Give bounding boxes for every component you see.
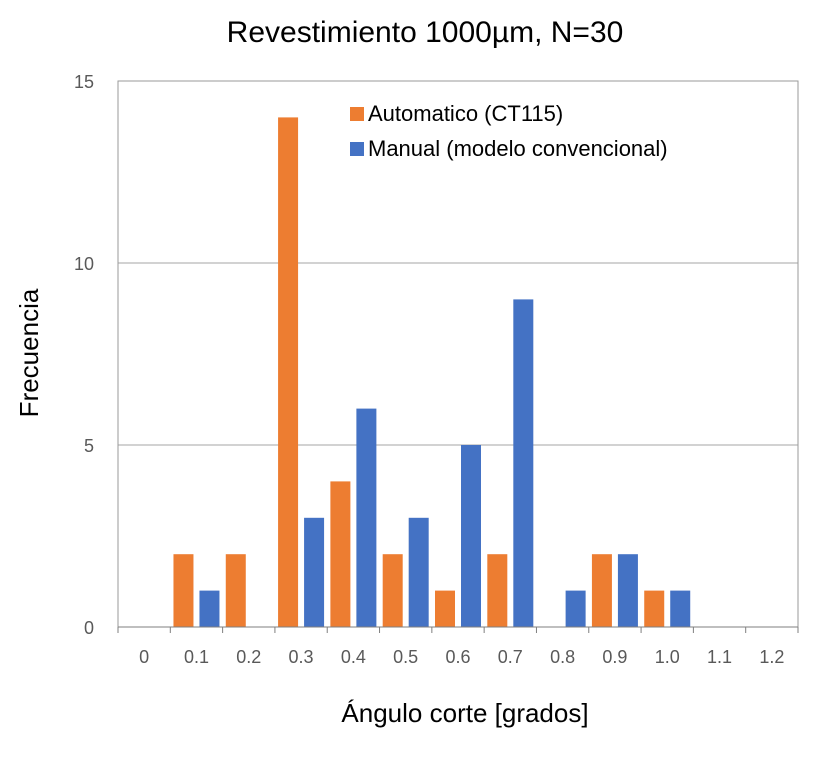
x-tick-label: 0.8 <box>550 647 575 667</box>
x-axis-label: Ángulo corte [grados] <box>341 698 588 728</box>
bar-manual <box>199 590 220 627</box>
y-tick-label: 10 <box>74 254 94 274</box>
x-tick-label: 0.2 <box>236 647 261 667</box>
x-tick-label: 1.0 <box>655 647 680 667</box>
y-tick-label: 15 <box>74 72 94 92</box>
legend-label-manual: Manual (modelo convencional) <box>368 136 668 161</box>
bar-automatico <box>382 554 403 627</box>
y-axis: 0 5 10 15 <box>74 72 94 638</box>
x-tick-label: 0.5 <box>393 647 418 667</box>
x-tick-label: 1.2 <box>759 647 784 667</box>
bar-automatico <box>591 554 612 627</box>
y-axis-label: Frecuencia <box>14 288 44 417</box>
bar-automatico <box>435 590 455 627</box>
x-tick-label: 0.7 <box>498 647 523 667</box>
bar-manual <box>670 590 691 627</box>
bar-automatico <box>644 590 665 627</box>
bar-manual <box>304 517 325 627</box>
bar-automatico <box>487 554 508 627</box>
x-tick-label: 0.6 <box>445 647 470 667</box>
y-tick-label: 5 <box>84 436 94 456</box>
x-tick-label: 0 <box>139 647 149 667</box>
bar-automatico <box>173 554 194 627</box>
bar-automatico <box>330 481 351 627</box>
bar-manual <box>356 408 377 627</box>
y-tick-label: 0 <box>84 618 94 638</box>
x-tick-label: 0.4 <box>341 647 366 667</box>
x-tick-label: 0.1 <box>184 647 209 667</box>
bar-manual <box>513 299 534 627</box>
chart-title: Revestimiento 1000µm, N=30 <box>227 16 624 49</box>
bar-manual <box>617 554 638 627</box>
bar-manual <box>461 445 481 627</box>
legend: Automatico (CT115) Manual (modelo conven… <box>350 101 668 161</box>
bar-manual <box>408 517 429 627</box>
bar-automatico <box>225 554 246 627</box>
x-axis: 0 0.1 0.2 0.3 0.4 0.5 0.6 0.7 0.8 0.9 1.0 1.1 1.2 <box>117 626 799 667</box>
grid-lines <box>118 262 798 446</box>
bar-manual <box>565 590 586 627</box>
x-tick-label: 0.3 <box>289 647 314 667</box>
bar-automatico <box>278 117 299 628</box>
plot-frame <box>117 80 799 628</box>
legend-swatch-manual <box>350 142 364 156</box>
legend-swatch-automatico <box>350 107 364 121</box>
x-tick-label: 1.1 <box>707 647 732 667</box>
legend-label-automatico: Automatico (CT115) <box>368 101 563 126</box>
bars <box>173 117 691 628</box>
x-tick-label: 0.9 <box>602 647 627 667</box>
